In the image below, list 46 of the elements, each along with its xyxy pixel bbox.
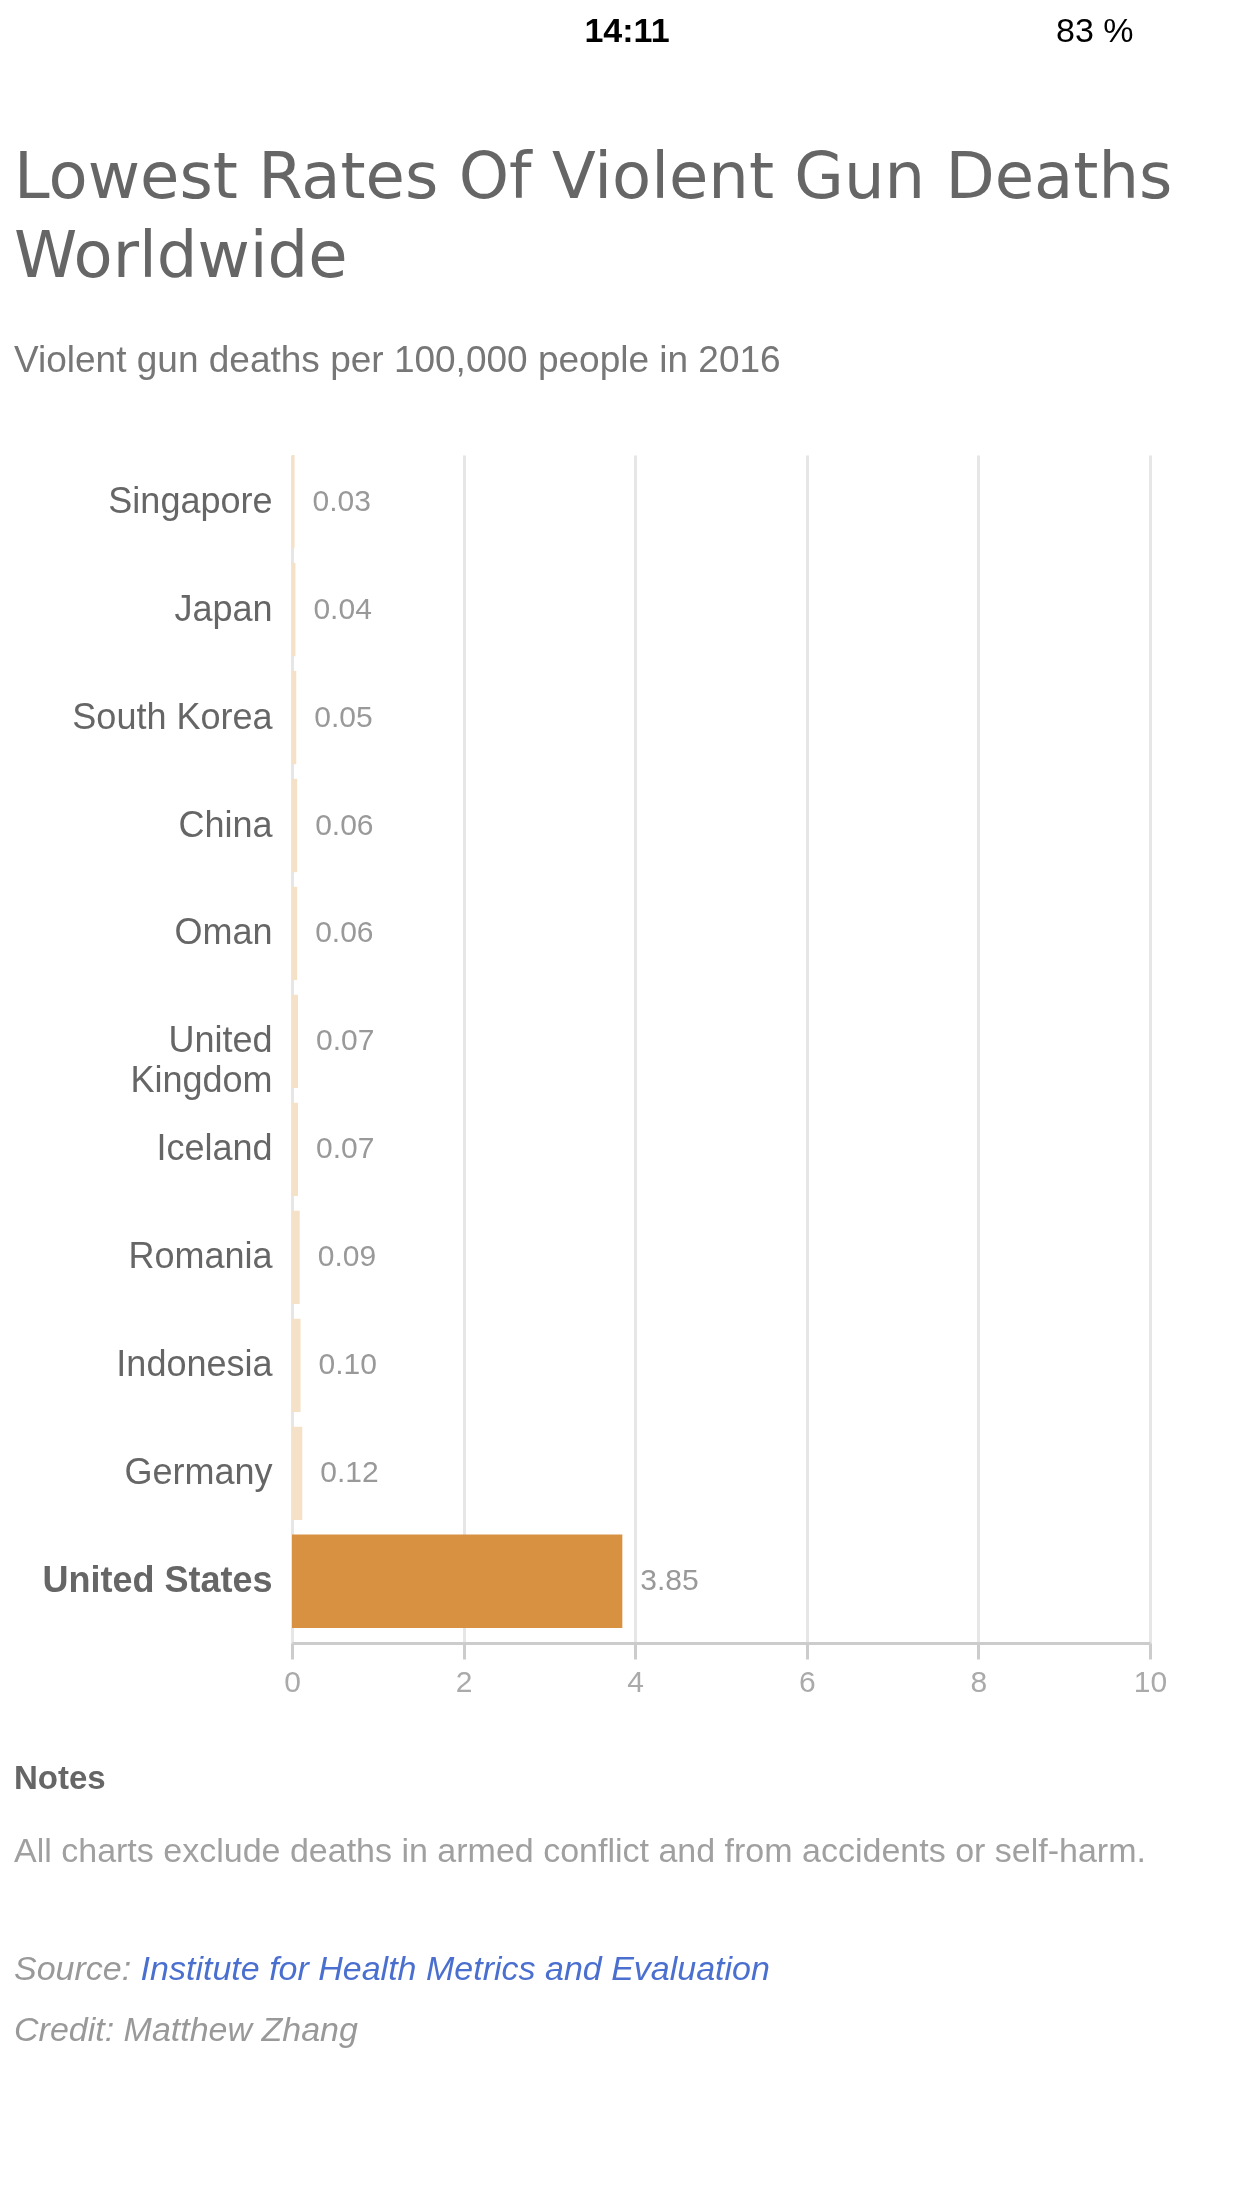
text: 83 % xyxy=(1056,11,1134,49)
text: All charts exclude deaths in armed conflict and from accidents or self-harm. xyxy=(14,1831,1146,1869)
x-tick-label: 4 xyxy=(627,1664,645,1698)
data-label: 0.07 xyxy=(316,1131,375,1165)
bar xyxy=(292,1534,623,1628)
data-label: 0.04 xyxy=(313,591,372,625)
data-label: 0.05 xyxy=(314,699,373,733)
x-tick-label: 6 xyxy=(798,1664,816,1698)
y-tick-label: South Korea xyxy=(72,695,274,737)
chart-title: Lowest Rates Of Violent Gun Deaths Worldwide xyxy=(14,139,1173,292)
y-tick-label: Oman xyxy=(174,911,273,953)
data-label: 0.07 xyxy=(316,1023,375,1057)
data-label: 0.09 xyxy=(317,1239,377,1273)
bar xyxy=(292,1318,301,1412)
x-tick-label: 2 xyxy=(455,1664,473,1698)
y-tick-label: Singapore xyxy=(108,479,273,521)
chart-subtitle: Violent gun deaths per 100,000 people in 2016 xyxy=(14,339,781,380)
data-label: 0.06 xyxy=(315,915,374,949)
bar xyxy=(292,886,298,981)
y-tick-label: United Kingdom xyxy=(130,1019,273,1101)
text: Credit: Matthew Zhang xyxy=(14,2010,359,2048)
bar xyxy=(292,455,295,549)
y-tick-label: Iceland xyxy=(156,1127,273,1169)
x-tick-label: 0 xyxy=(284,1664,301,1698)
text: 14:11 xyxy=(584,11,670,49)
y-tick-label: China xyxy=(178,803,274,845)
bar xyxy=(292,1102,299,1197)
x-tick-label: 8 xyxy=(970,1664,988,1698)
data-label: 0.12 xyxy=(320,1455,379,1489)
x-tick-label: 10 xyxy=(1133,1664,1168,1698)
bar xyxy=(292,1210,300,1304)
bar xyxy=(292,670,297,765)
bar xyxy=(292,994,299,1089)
data-label: 0.06 xyxy=(315,807,374,841)
data-label: 0.10 xyxy=(318,1347,377,1381)
y-tick-label: Germany xyxy=(124,1451,273,1493)
text: Notes xyxy=(14,1759,106,1796)
y-tick-label: Indonesia xyxy=(116,1343,274,1385)
bar xyxy=(292,1426,303,1520)
y-tick-label: Romania xyxy=(128,1235,274,1277)
data-label: 3.85 xyxy=(640,1563,699,1597)
y-tick-label: Japan xyxy=(174,587,273,629)
bar xyxy=(292,778,298,873)
y-tick-label: United States xyxy=(42,1559,273,1601)
data-label: 0.03 xyxy=(312,483,371,517)
source-note: Source: Institute for Health Metrics and Evaluation xyxy=(14,1949,770,1987)
